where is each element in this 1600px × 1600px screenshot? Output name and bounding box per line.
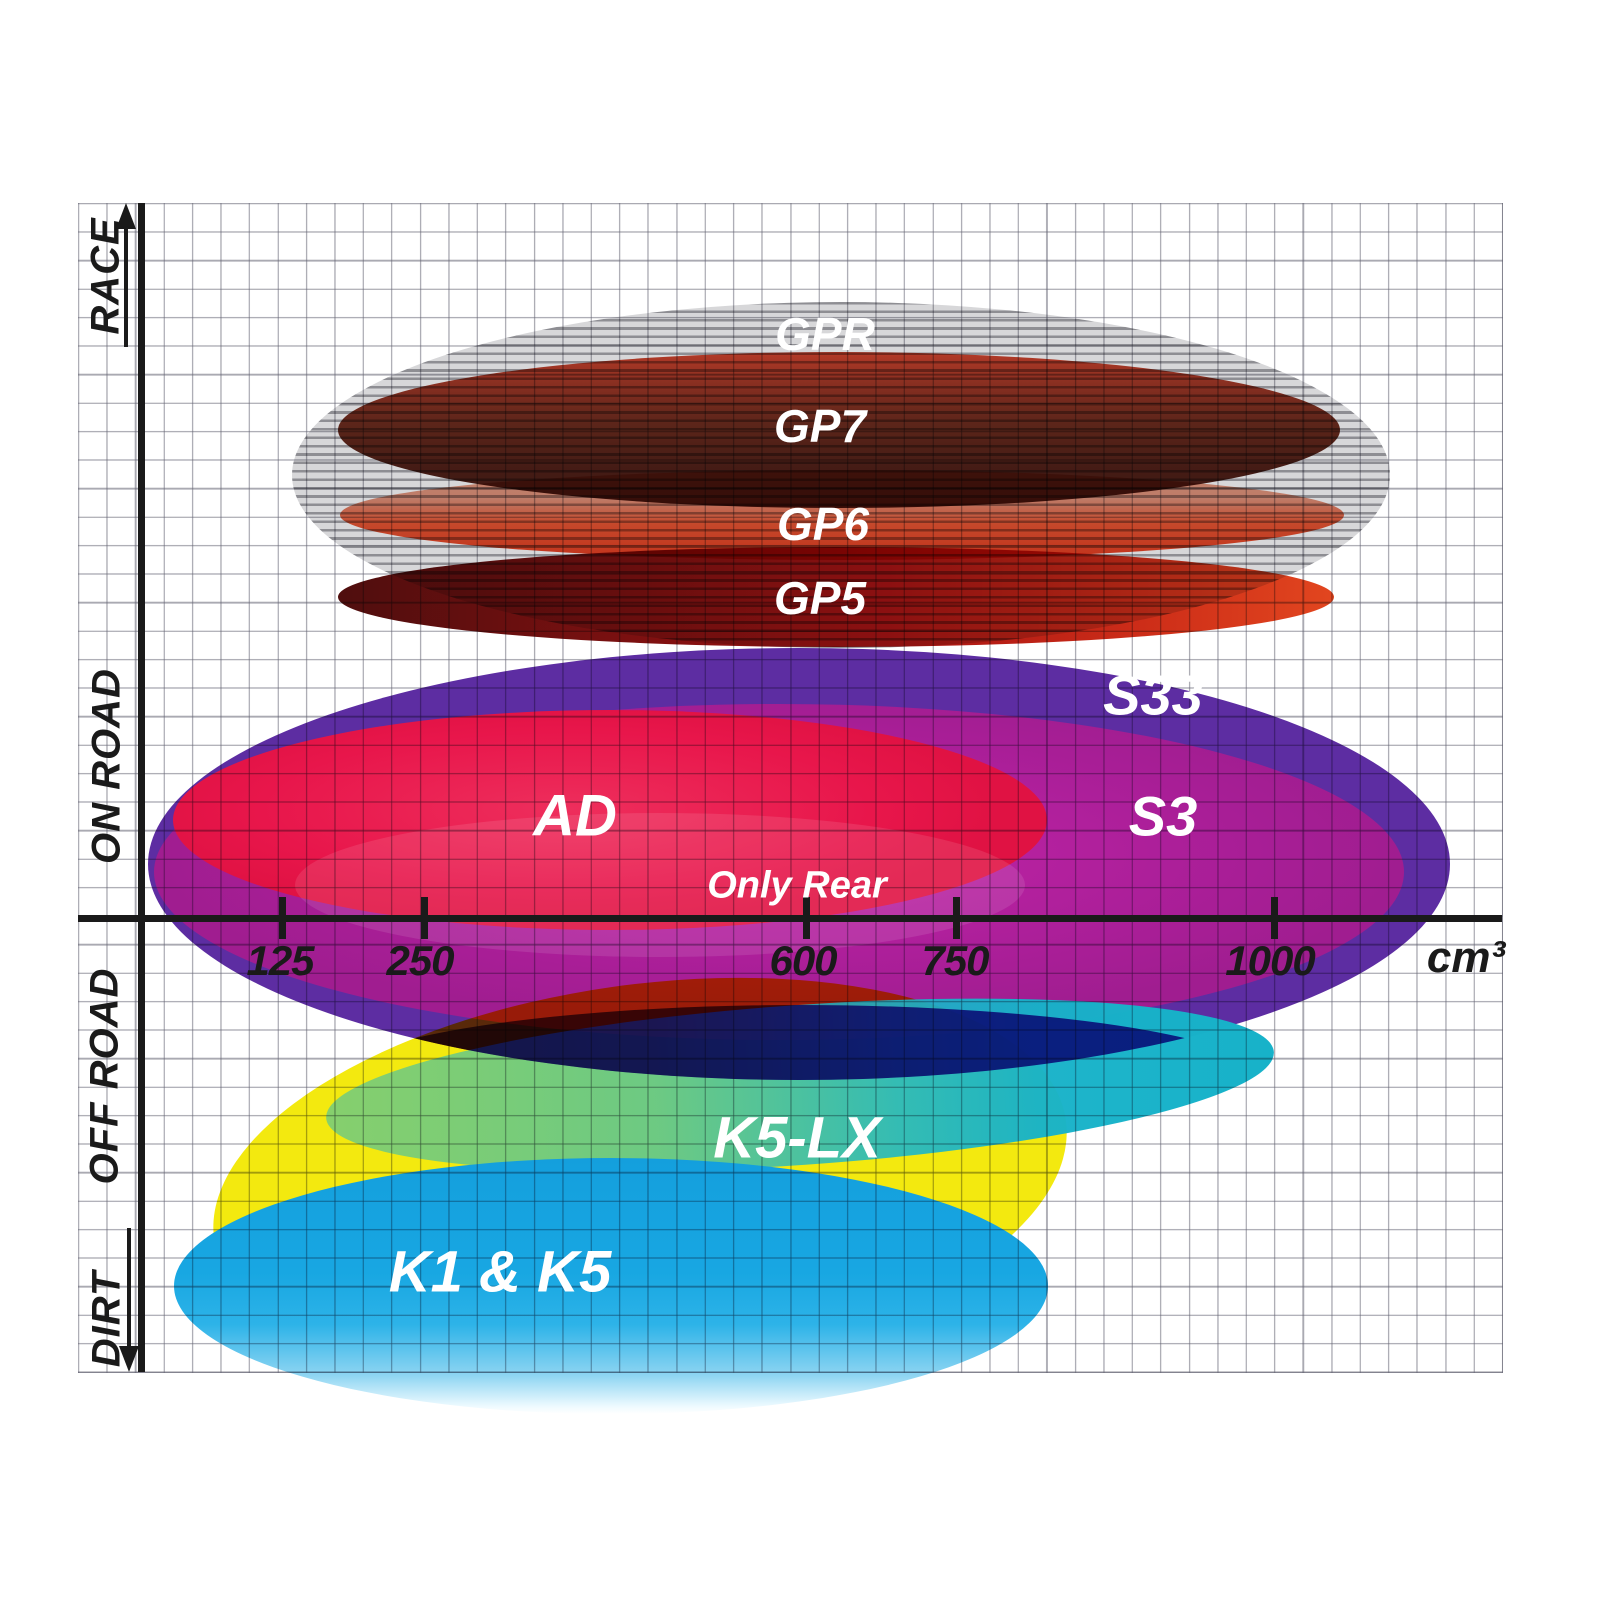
race-up-arrow-icon xyxy=(124,228,128,347)
region-label-k5lx: K5-LX xyxy=(713,1105,881,1171)
region-label-k1k5: K1 & K5 xyxy=(388,1239,612,1305)
region-label-only-rear: Only Rear xyxy=(707,864,887,907)
region-label-gp6: GP6 xyxy=(776,498,870,550)
x-tick-label-1000: 1000 xyxy=(1225,937,1315,984)
y-band-label-on-road: ON ROAD xyxy=(84,668,129,864)
dirt-down-arrow-icon xyxy=(127,1228,131,1346)
x-tick-1000 xyxy=(1271,897,1278,939)
region-label-gp7: GP7 xyxy=(773,400,867,452)
x-tick-label-125: 125 xyxy=(246,937,314,984)
region-label-s33: S33 xyxy=(1103,663,1203,727)
x-tick-label-250: 250 xyxy=(386,937,454,984)
y-axis-line xyxy=(138,203,145,1372)
y-band-label-race: RACE xyxy=(83,217,128,335)
x-tick-750 xyxy=(953,897,960,939)
race-up-arrowhead-icon xyxy=(116,203,136,229)
dirt-down-arrowhead-icon xyxy=(119,1346,139,1372)
x-tick-label-750: 750 xyxy=(921,937,989,984)
x-tick-125 xyxy=(279,897,286,939)
x-tick-250 xyxy=(421,897,428,939)
x-tick-label-600: 600 xyxy=(769,937,837,984)
region-label-gp5: GP5 xyxy=(773,572,867,624)
x-tick-600 xyxy=(803,897,810,939)
region-label-ad: AD xyxy=(533,783,617,849)
y-band-label-off-road: OFF ROAD xyxy=(82,967,127,1185)
region-label-s3: S3 xyxy=(1128,784,1198,848)
x-axis-unit-label: cm³ xyxy=(1426,933,1506,982)
region-label-gpr: GPR xyxy=(775,308,875,360)
x-axis-line xyxy=(78,915,1502,922)
region-only-rear-tint xyxy=(295,813,1025,957)
